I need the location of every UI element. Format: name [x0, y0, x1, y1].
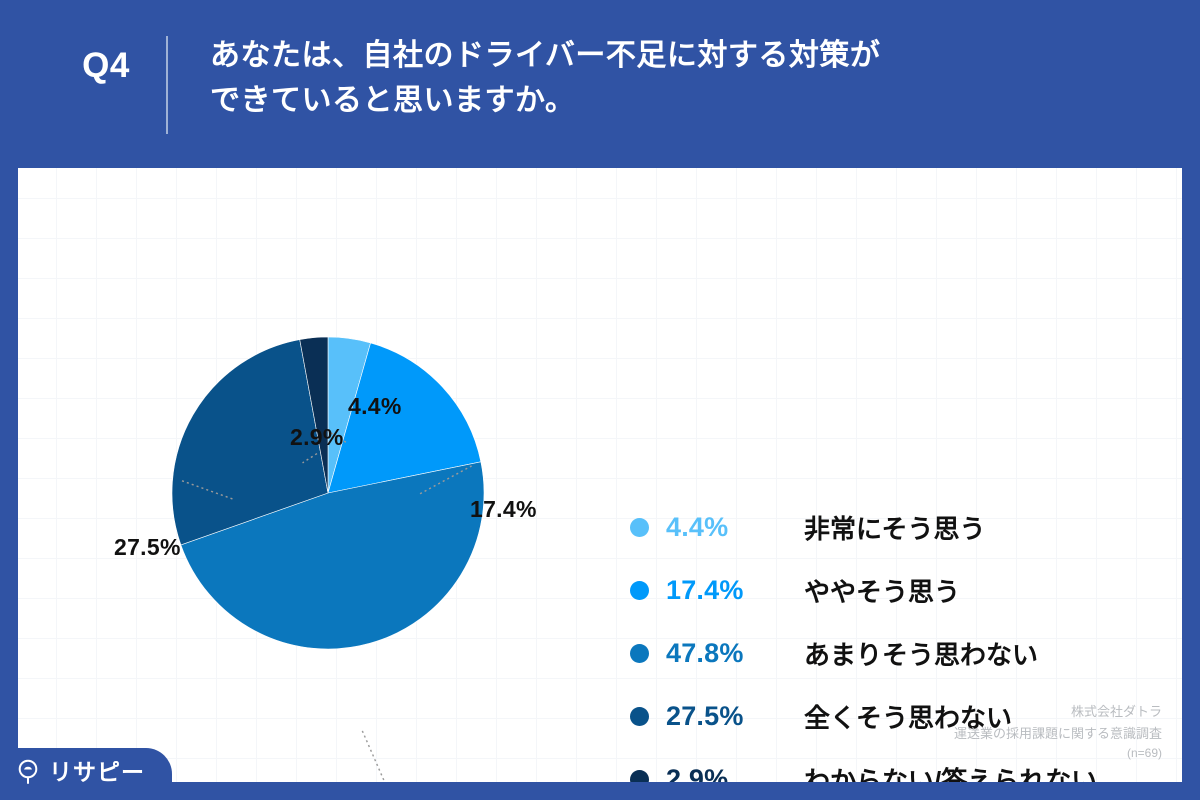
footer-survey: 運送業の採用課題に関する意識調査 [953, 725, 1162, 741]
legend-label: 全くそう思わない [804, 703, 1013, 733]
legend-percent: 2.9% [666, 764, 729, 782]
legend-label: あまりそう思わない [804, 640, 1039, 670]
question-line-1: あなたは、自社のドライバー不足に対する対策が [210, 39, 881, 72]
question-line-2: できていると思いますか。 [210, 84, 576, 117]
legend-color-swatch [630, 770, 649, 782]
pie-slice[interactable] [180, 461, 485, 650]
legend-color-swatch [630, 707, 649, 726]
legend-color-swatch [630, 644, 649, 663]
callout-label-27-5: 27.5% [114, 534, 181, 560]
legend-percent: 4.4% [666, 512, 729, 542]
pie-slice[interactable] [299, 336, 329, 494]
legend-percent: 17.4% [666, 575, 744, 605]
legend-percent: 47.8% [666, 638, 744, 668]
brand-logo-text: リサピー [49, 758, 145, 785]
legend-row[interactable]: 47.8% あまりそう思わない [630, 622, 1182, 685]
lightbulb-search-icon [18, 759, 38, 784]
chart-card: 4.4% 2.9% 17.4% 27.5% 47.8% 4.4% 非常にそう思う 1… [18, 168, 1182, 782]
legend-percent: 27.5% [666, 701, 744, 731]
legend-color-swatch [630, 518, 649, 537]
chart-legend: 4.4% 非常にそう思う 17.4% ややそう思う 47.8% あまりそう思わない 27.5… [630, 496, 1182, 782]
callout-label-4-4: 4.4% [348, 393, 402, 419]
legend-row[interactable]: 2.9% わからない/答えられない [630, 748, 1182, 782]
callout-label-2-9: 2.9% [290, 424, 344, 450]
question-text: あなたは、自社のドライバー不足に対する対策が できていると思いますか。 [210, 33, 1160, 123]
legend-label: わからない/答えられない [804, 766, 1098, 782]
source-footer: 株式会社ダトラ 運送業の採用課題に関する意識調査 (n=69) [954, 701, 1162, 764]
legend-label: 非常にそう思う [804, 514, 986, 544]
pie-chart [168, 333, 488, 653]
header-divider [166, 36, 168, 134]
footer-company: 株式会社ダトラ [1070, 704, 1162, 720]
legend-color-swatch [630, 581, 649, 600]
footer-sample-size: (n=69) [1126, 746, 1162, 761]
legend-label: ややそう思う [804, 577, 961, 607]
legend-row[interactable]: 17.4% ややそう思う [630, 559, 1182, 622]
pie-chart-svg [171, 336, 485, 650]
brand-logo-tab: リサピー [0, 748, 172, 800]
question-number: Q4 [82, 46, 130, 85]
brand-logo: リサピー [16, 759, 145, 785]
pie-slice[interactable] [327, 342, 482, 494]
question-header: Q4 あなたは、自社のドライバー不足に対する対策が できていると思いますか。 [0, 0, 1200, 168]
legend-row[interactable]: 27.5% 全くそう思わない [630, 685, 1182, 748]
callout-label-17-4: 17.4% [470, 496, 537, 522]
legend-row[interactable]: 4.4% 非常にそう思う [630, 496, 1182, 559]
